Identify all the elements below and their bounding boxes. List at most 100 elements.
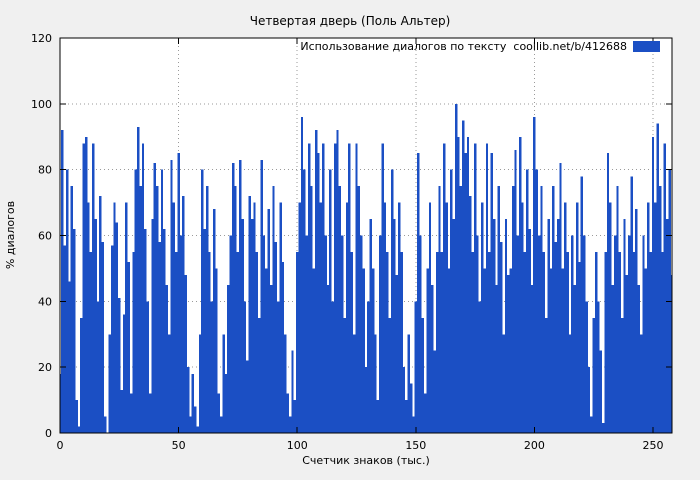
bar (319, 202, 323, 433)
bar (177, 153, 180, 433)
bar (94, 219, 97, 433)
bar (101, 242, 104, 433)
bar (424, 393, 427, 433)
bar (516, 235, 519, 433)
bar (281, 261, 285, 433)
bar (172, 202, 176, 433)
bar (409, 383, 413, 433)
bar (61, 130, 64, 433)
axis-ticks (59, 37, 672, 434)
bar (307, 143, 311, 433)
bar (201, 169, 204, 433)
bar (80, 317, 83, 433)
bar (89, 251, 93, 433)
bar (125, 202, 128, 433)
bar (269, 284, 273, 433)
bar (170, 159, 173, 433)
x-axis-label: Счетчик знаков (тыс.) (302, 454, 430, 467)
bar (196, 426, 199, 433)
bar (504, 219, 508, 433)
bar (70, 186, 74, 433)
bar (333, 143, 337, 433)
bar (663, 143, 667, 433)
bar (478, 301, 482, 433)
bar (96, 301, 100, 433)
bar (379, 235, 382, 433)
bar (585, 301, 588, 433)
bar (208, 251, 211, 433)
bar (452, 219, 455, 433)
bar (156, 186, 159, 433)
bar (490, 153, 493, 433)
bar (533, 117, 536, 433)
bar (258, 317, 261, 433)
bar (129, 393, 133, 433)
bar (618, 251, 621, 433)
bar (440, 251, 444, 433)
x-tick-label: 200 (524, 439, 545, 452)
bar (184, 275, 187, 433)
x-tick-label: 250 (643, 439, 664, 452)
bar (236, 251, 240, 433)
bar (597, 301, 600, 433)
legend-swatch (633, 41, 660, 52)
bar (267, 209, 270, 433)
x-tick-label: 50 (172, 439, 186, 452)
bar (108, 334, 111, 433)
bar (462, 120, 465, 433)
bar (291, 350, 294, 433)
bar (246, 360, 249, 433)
bar (519, 136, 522, 433)
bar (255, 251, 259, 433)
bar (604, 251, 607, 433)
bar (651, 136, 655, 433)
bar (376, 400, 380, 433)
bar (417, 153, 420, 433)
bar (542, 251, 546, 433)
bar (305, 235, 308, 433)
bar (658, 186, 662, 433)
bar (317, 153, 320, 433)
bar (464, 153, 467, 433)
bars-group (60, 103, 672, 433)
bar (625, 275, 629, 433)
x-tick-label: 0 (57, 439, 64, 452)
bar (599, 350, 603, 433)
bar (300, 117, 304, 433)
bar (182, 196, 185, 433)
bar (497, 186, 501, 433)
bar (528, 228, 531, 433)
bar (537, 235, 541, 433)
bar (371, 268, 375, 433)
bar (189, 416, 192, 433)
x-tick-label: 100 (287, 439, 308, 452)
bar (583, 235, 586, 433)
bar (63, 245, 66, 433)
bar (390, 169, 394, 433)
legend-label: Использование диалогов по тексту coollib… (300, 40, 627, 53)
bar (647, 202, 650, 433)
bar (547, 219, 550, 433)
bar (224, 373, 228, 433)
bar (137, 126, 140, 433)
bar (362, 268, 365, 433)
bar (163, 228, 166, 433)
bar (414, 301, 417, 433)
bar (132, 251, 135, 433)
bar (630, 176, 633, 433)
chart-title: Четвертая дверь (Поль Альтер) (250, 14, 451, 28)
bar (65, 169, 69, 433)
bar (331, 301, 334, 433)
bar (395, 275, 399, 433)
bar (573, 284, 576, 433)
bar (303, 169, 306, 433)
bar (530, 284, 534, 433)
bar (433, 350, 436, 433)
bar (148, 393, 152, 433)
bar (364, 367, 368, 433)
bar (120, 390, 123, 433)
bar (253, 202, 256, 433)
bar (82, 143, 85, 433)
bar (502, 334, 505, 433)
bar (483, 268, 486, 433)
